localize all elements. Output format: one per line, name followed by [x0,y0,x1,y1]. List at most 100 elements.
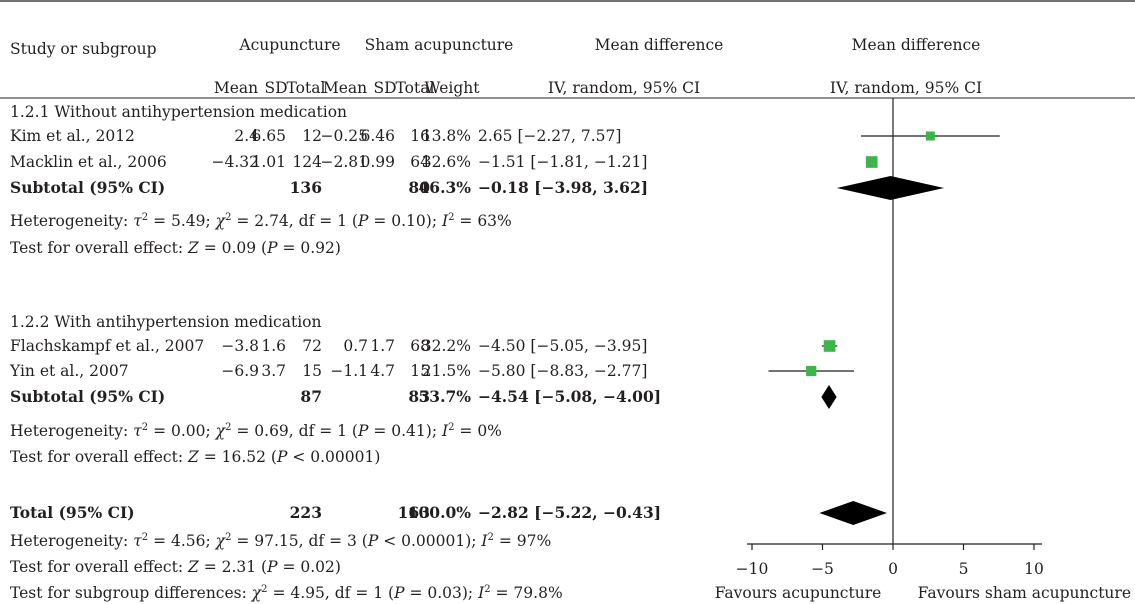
text-part: Z [187,558,199,576]
header-ac-total: Total [287,79,326,97]
mean-difference-ci: −4.54 [−5.08, −4.00] [478,387,661,406]
x-tick-label: 5 [959,560,969,578]
text-part: = 0.92) [278,239,341,257]
heterogeneity-text: Heterogeneity: τ2 = 0.00; χ2 = 0.69, df … [10,422,502,440]
study-weight-square [823,340,836,352]
text-part: χ [215,422,227,440]
header-mean-difference-plot: Mean difference [852,36,981,54]
sh-total: 16 [410,127,430,145]
text-part: 2 [488,532,494,543]
sh-sd: 0.99 [360,153,395,171]
text-part: P [393,584,405,602]
text-part: = 0.00; [148,422,216,440]
study-name: Kim et al., 2012 [10,127,135,145]
ac-mean: −3.8 [221,337,259,355]
ac-sd: 1.01 [251,153,286,171]
header-ac-sd: SD [264,79,287,97]
header-ac-mean: Mean [214,79,258,97]
header-sh-mean: Mean [323,79,367,97]
ac-mean: 2.4 [234,127,259,145]
mean-difference-ci: −4.50 [−5.05, −3.95] [478,337,647,355]
weight: 13.8% [422,127,471,145]
text-part: 2 [448,422,454,433]
text-part: 2 [225,212,231,223]
subgroup-differences-text: Test for subgroup differences: χ2 = 4.95… [10,584,563,602]
text-part: = 0.41); [368,422,442,440]
subtotal-label: Total (95% CI) [10,503,135,522]
total-heterogeneity-text: Heterogeneity: τ2 = 4.56; χ2 = 97.15, df… [10,532,551,550]
text-part: < 0.00001); [378,532,481,550]
text-part: = 2.74, df = 1 ( [231,212,358,230]
text-part: 2 [225,532,231,543]
header-sham: Sham acupuncture [365,36,514,54]
study-name: Macklin et al., 2006 [10,153,167,171]
text-part: Z [187,448,199,466]
text-part: = 0.02) [278,558,341,576]
heterogeneity-text: Heterogeneity: τ2 = 5.49; χ2 = 2.74, df … [10,212,512,230]
mean-difference-ci: 2.65 [−2.27, 7.57] [478,127,621,145]
weight: 32.6% [422,153,471,171]
sh-total: 83 [408,387,430,406]
forest-plot-area: −10 −5 0 5 10 Favours acupuncture Favours sham… [715,98,1131,602]
x-tick-label: −5 [811,560,834,578]
text-part: Heterogeneity: [10,532,133,550]
text-part: = 79.8% [491,584,563,602]
study-name: Yin et al., 2007 [9,362,129,380]
header-method-plot: IV, random, 95% CI [830,79,982,97]
text-part: τ [133,212,142,230]
text-part: P [357,212,369,230]
subgroup-title: 1.2.1 Without antihypertension medicatio… [10,103,347,121]
header-sh-total: Total [396,79,435,97]
header-acupuncture: Acupuncture [238,36,340,54]
text-part: = 4.95, df = 1 ( [268,584,395,602]
header-weight: Weight [425,79,481,97]
text-part: = 2.31 ( [199,558,267,576]
text-part: 2 [142,532,148,543]
mean-difference-ci: −1.51 [−1.81, −1.21] [478,153,647,171]
text-part: I [441,422,449,440]
sh-mean: 0.7 [343,337,368,355]
text-part: I [480,532,488,550]
text-part: = 16.52 ( [199,448,277,466]
ac-total: 87 [300,387,322,406]
header-sh-sd: SD [373,79,396,97]
x-tick-label: −10 [736,560,769,578]
weight: 21.5% [422,362,471,380]
ac-mean: −6.9 [221,362,259,380]
header-method: IV, random, 95% CI [548,79,700,97]
sh-mean: −2.81 [321,153,369,171]
text-part: χ [215,212,227,230]
text-part: 2 [448,212,454,223]
text-part: χ [215,532,227,550]
text-part: P [357,422,369,440]
text-part: = 0.10); [368,212,442,230]
ac-total: 124 [292,153,322,171]
sh-sd: 4.7 [370,362,395,380]
weight: 53.7% [419,387,472,406]
ac-total: 15 [302,362,322,380]
overall-effect-text: Test for overall effect: Z = 0.09 (P = 0… [10,239,341,257]
text-part: P [266,558,278,576]
sh-total: 163 [398,503,430,522]
text-part: 2 [261,584,267,595]
ac-total: 72 [302,337,322,355]
mean-difference-ci: −0.18 [−3.98, 3.62] [478,178,648,197]
mean-difference-ci: −2.82 [−5.22, −0.43] [478,503,661,522]
text-part: P [367,532,379,550]
ac-total: 12 [302,127,322,145]
text-part: Test for subgroup differences: [10,584,252,602]
text-part: P [266,239,278,257]
text-part: Heterogeneity: [10,212,133,230]
header-mean-difference: Mean difference [595,36,724,54]
ac-mean: −4.32 [212,153,260,171]
text-part: 2 [142,422,148,433]
subtotal-label: Subtotal (95% CI) [10,178,165,197]
sh-mean: −1.1 [330,362,368,380]
text-part: P [276,448,288,466]
text-part: τ [133,422,142,440]
study-name: Flachskampf et al., 2007 [10,337,204,355]
weight: 100.0% [408,503,472,522]
study-weight-square [806,365,817,377]
text-part: Heterogeneity: [10,422,133,440]
